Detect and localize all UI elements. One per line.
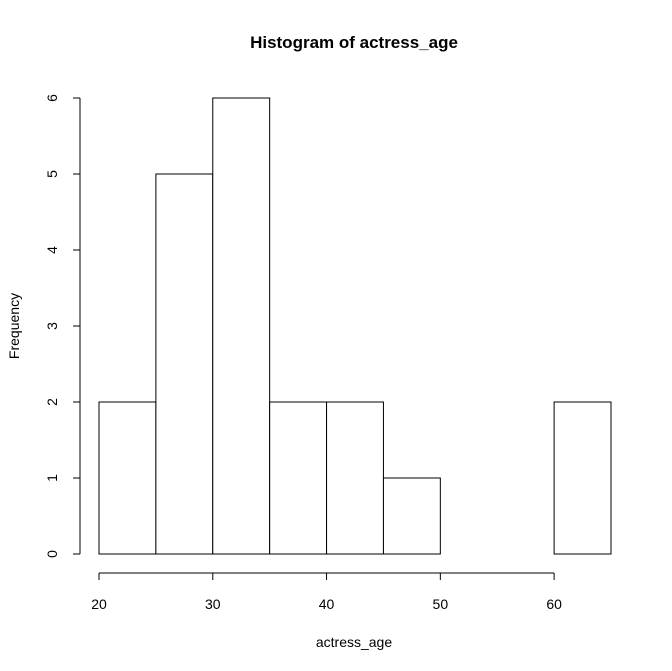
chart-title: Histogram of actress_age [250, 33, 458, 52]
x-axis: 20 30 40 50 60 [91, 572, 562, 612]
x-axis-title: actress_age [316, 634, 392, 650]
y-axis-title: Frequency [6, 293, 22, 359]
y-tick-label: 5 [44, 170, 60, 178]
y-tick-label: 2 [44, 398, 60, 406]
x-tick-label: 60 [546, 596, 562, 612]
histogram-bar-35-40 [269, 401, 328, 555]
x-tick-label: 50 [433, 596, 449, 612]
y-tick-label: 4 [44, 246, 60, 254]
histogram-bar-40-45 [326, 401, 384, 555]
histogram-bar-45-50 [382, 477, 441, 555]
y-tick-label: 1 [44, 474, 60, 482]
x-tick-label: 20 [91, 596, 107, 612]
histogram-bar-25-30 [155, 173, 214, 555]
x-tick-label: 30 [205, 596, 221, 612]
histogram-bar-20-25 [98, 401, 157, 555]
x-tick-label: 40 [319, 596, 335, 612]
histogram-bar-60-65 [553, 401, 612, 555]
y-axis: 0 1 2 3 4 5 6 [44, 94, 81, 558]
y-tick-label: 0 [44, 550, 60, 558]
y-tick-label: 6 [44, 94, 60, 102]
bars-group [98, 97, 612, 555]
histogram-bar-30-35 [212, 97, 271, 555]
y-tick-label: 3 [44, 322, 60, 330]
